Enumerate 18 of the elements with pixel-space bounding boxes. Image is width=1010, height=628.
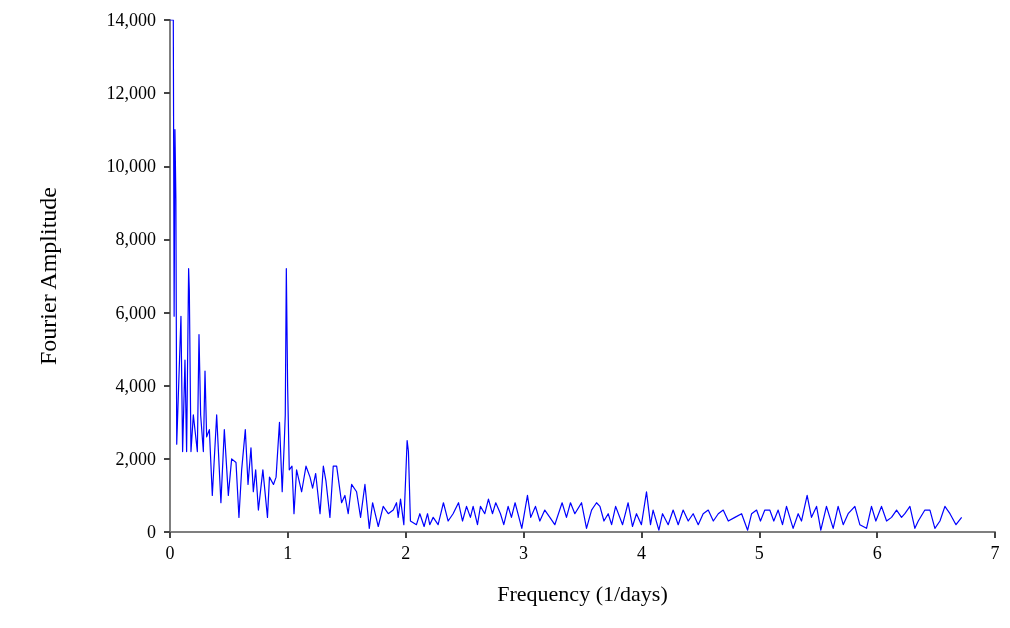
x-tick-label: 7 — [990, 543, 1000, 563]
x-tick-label: 0 — [165, 543, 175, 563]
y-tick-label: 2,000 — [115, 448, 156, 469]
x-tick-label: 1 — [283, 543, 293, 563]
y-tick-label: 6,000 — [115, 302, 156, 323]
x-axis-title: Frequency (1/days) — [497, 580, 668, 606]
y-tick-label: 8,000 — [115, 229, 156, 250]
x-tick-label: 6 — [872, 543, 882, 563]
y-tick-label: 4,000 — [115, 375, 156, 396]
x-tick-label: 5 — [754, 543, 764, 563]
y-tick-label: 0 — [147, 522, 156, 542]
x-tick-label: 3 — [519, 543, 529, 563]
x-tick-label: 4 — [636, 543, 646, 563]
y-tick-label: 14,000 — [106, 10, 156, 30]
y-axis-title: Fourier Amplitude — [35, 187, 61, 365]
y-tick-label: 10,000 — [106, 156, 156, 177]
x-tick-label: 2 — [401, 543, 411, 563]
y-tick-label: 12,000 — [106, 83, 156, 104]
